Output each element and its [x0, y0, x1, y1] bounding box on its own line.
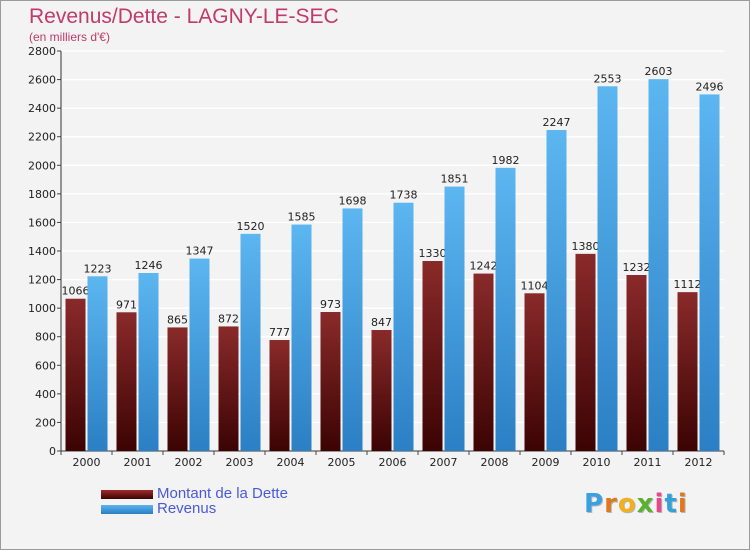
data-label-dette: 1242 — [470, 260, 498, 273]
x-tick-label: 2010 — [583, 456, 611, 469]
bar-revenus — [495, 167, 516, 451]
bar-dette — [575, 253, 596, 451]
bar-revenus — [444, 186, 465, 452]
data-label-revenus: 2603 — [645, 65, 673, 78]
bar-dette — [218, 326, 239, 451]
legend-label-dette: Montant de la Dette — [157, 485, 288, 502]
legend-swatch-revenus — [101, 505, 153, 514]
y-tick-label: 1200 — [28, 274, 56, 287]
y-tick-label: 2200 — [28, 131, 56, 144]
data-label-dette: 847 — [371, 316, 392, 329]
bar-revenus — [597, 86, 618, 452]
x-tick-label: 2007 — [430, 456, 458, 469]
bar-dette — [677, 292, 698, 451]
data-label-dette: 1380 — [572, 240, 600, 253]
data-label-dette: 865 — [167, 313, 188, 326]
y-tick-label: 2400 — [28, 102, 56, 115]
data-label-dette: 1232 — [623, 261, 651, 274]
y-tick-label: 200 — [35, 416, 56, 429]
bar-revenus — [189, 258, 210, 451]
data-label-dette: 1112 — [674, 278, 702, 291]
bar-revenus — [699, 94, 720, 451]
y-tick-label: 2800 — [28, 45, 56, 58]
proxiti-logo: Proxiti — [584, 489, 688, 519]
data-label-dette: 872 — [218, 312, 239, 325]
data-label-revenus: 1246 — [135, 259, 163, 272]
bar-dette — [269, 340, 290, 451]
bar-dette — [626, 275, 647, 451]
chart-title: Revenus/Dette - LAGNY-LE-SEC — [29, 5, 339, 28]
y-tick-label: 1000 — [28, 302, 56, 315]
x-tick-label: 2003 — [226, 456, 254, 469]
bar-revenus — [87, 276, 108, 451]
x-tick-label: 2002 — [175, 456, 203, 469]
data-label-revenus: 1738 — [390, 189, 418, 202]
data-label-revenus: 2553 — [594, 72, 622, 85]
x-tick-label: 2011 — [634, 456, 662, 469]
y-tick-label: 0 — [49, 445, 56, 458]
data-label-revenus: 2247 — [543, 116, 571, 129]
bar-revenus — [546, 130, 567, 451]
data-label-dette: 973 — [320, 298, 341, 311]
data-label-revenus: 1698 — [339, 194, 367, 207]
x-tick-label: 2005 — [328, 456, 356, 469]
bar-revenus — [393, 202, 414, 451]
y-tick-label: 2600 — [28, 74, 56, 87]
x-tick-label: 2009 — [532, 456, 560, 469]
bar-revenus — [240, 233, 261, 451]
data-label-revenus: 2496 — [696, 80, 724, 93]
data-label-dette: 1330 — [419, 247, 447, 260]
bar-dette — [320, 312, 341, 451]
x-tick-label: 2000 — [73, 456, 101, 469]
legend-swatch-dette — [101, 490, 153, 499]
data-label-revenus: 1851 — [441, 173, 469, 186]
y-tick-label: 800 — [35, 331, 56, 344]
data-label-revenus: 1347 — [186, 245, 214, 258]
data-label-revenus: 1585 — [288, 211, 316, 224]
bar-dette — [65, 298, 86, 451]
bar-revenus — [342, 208, 363, 451]
data-label-dette: 777 — [269, 326, 290, 339]
bar-dette — [422, 261, 443, 451]
bar-dette — [167, 327, 188, 451]
y-tick-label: 1400 — [28, 245, 56, 258]
chart-subtitle: (en milliers d'€) — [29, 30, 110, 44]
legend-label-revenus: Revenus — [157, 500, 217, 517]
bar-dette — [371, 330, 392, 451]
data-label-dette: 1104 — [521, 279, 549, 292]
x-tick-label: 2001 — [124, 456, 152, 469]
data-label-revenus: 1520 — [237, 220, 265, 233]
bar-dette — [473, 273, 494, 451]
bar-dette — [116, 312, 137, 451]
y-tick-label: 1800 — [28, 188, 56, 201]
x-tick-label: 2012 — [685, 456, 713, 469]
x-tick-label: 2004 — [277, 456, 305, 469]
data-label-revenus: 1982 — [492, 154, 520, 167]
y-tick-label: 400 — [35, 388, 56, 401]
bar-revenus — [648, 79, 669, 452]
bar-dette — [524, 293, 545, 451]
y-tick-label: 2000 — [28, 159, 56, 172]
y-tick-label: 1600 — [28, 216, 56, 229]
bar-revenus — [138, 273, 159, 451]
data-label-revenus: 1223 — [84, 262, 112, 275]
y-tick-label: 600 — [35, 359, 56, 372]
data-label-dette: 1066 — [62, 285, 90, 298]
x-tick-label: 2008 — [481, 456, 509, 469]
x-tick-label: 2006 — [379, 456, 407, 469]
data-label-dette: 971 — [116, 298, 137, 311]
bar-revenus — [291, 224, 312, 451]
